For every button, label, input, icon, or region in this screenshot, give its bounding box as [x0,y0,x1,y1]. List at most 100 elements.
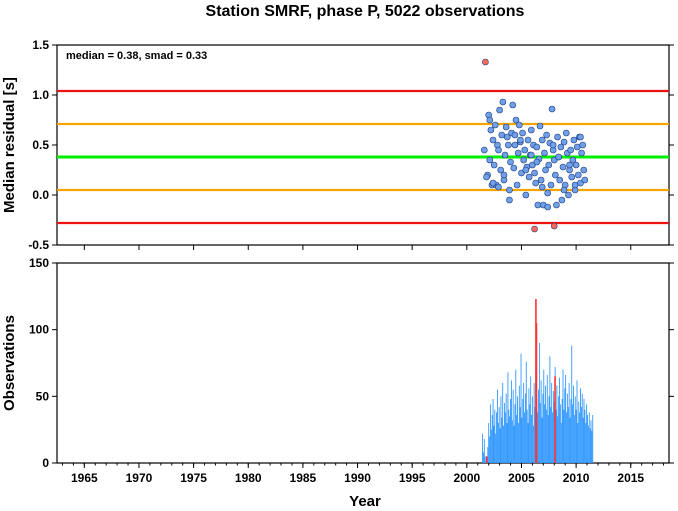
observation-bar [532,425,534,463]
residual-point [544,189,551,197]
observation-bar [580,388,581,463]
observation-bar [572,404,574,463]
x-tick-label: 1970 [126,471,153,485]
observation-bar [494,409,496,463]
residual-point [560,138,568,146]
highlight-bar [535,323,538,463]
residual-point [533,143,541,151]
residual-point [579,141,586,149]
observation-bar [482,452,484,463]
observation-bar [504,412,506,463]
observation-bar [549,356,551,463]
residual-point [486,116,494,124]
observation-bar [533,383,535,463]
residual-point [521,146,529,154]
residual-point [570,136,578,144]
residual-point [495,183,502,191]
residual-point [499,98,507,106]
observation-bar [534,407,536,463]
residual-point [537,176,545,184]
observation-bar [582,417,584,463]
observations-panel: 0 50 100 150 1965 1970 1975 1980 1985 1990 1995 20… [1,256,674,510]
residual-point [511,141,519,149]
y-tick-label: 0.5 [32,138,49,152]
observation-bar [487,447,489,463]
observation-bar [499,428,501,463]
x-tick-label: 2005 [508,471,535,485]
observation-bar [573,415,575,463]
observation-bar [482,433,484,463]
residual-point [544,203,551,211]
observation-bar [579,412,581,463]
residual-point [547,181,555,189]
residual-point [538,136,546,144]
observation-bar [495,433,497,463]
observation-bar [524,393,526,463]
residual-point [489,179,497,187]
observation-bar [518,385,520,463]
highlight-bar [554,376,556,463]
residual-point [506,186,513,194]
residual-point [573,143,581,151]
observation-bar [586,404,588,463]
observation-bar [521,417,523,463]
observations-plot-frame [56,262,670,464]
residual-point [569,156,577,164]
observation-bar [513,425,515,463]
residual-point [491,121,499,129]
observation-bar [574,396,576,463]
residual-point [578,149,585,157]
residual-point [511,131,519,139]
residual-point [538,183,546,191]
observation-bar [527,423,529,463]
residual-point [513,181,521,189]
observation-bar [548,396,550,463]
observation-bar [506,423,508,463]
observation-bar [590,420,592,463]
observation-bar [517,423,519,463]
residual-point [502,123,510,131]
observation-bar [512,389,514,463]
observation-bar [569,417,571,463]
y-tick-label: 100 [29,323,49,337]
residual-point [567,146,574,154]
observation-bar [565,375,567,463]
observation-bar [528,388,530,463]
observation-bar [501,417,503,463]
observation-bar [531,415,532,463]
residual-point [490,161,498,169]
residual-point [486,156,494,164]
residual-point [566,161,573,169]
observation-bar [592,415,594,463]
observation-bar [489,436,491,463]
residual-point [514,149,522,157]
observation-bar [529,404,531,463]
observation-bar [511,420,513,463]
residual-point [522,166,530,174]
residual-point [553,201,560,209]
observation-bar [547,415,549,463]
residual-point [574,171,582,179]
residual-point [489,136,497,144]
observation-bar [510,380,512,463]
observation-bar [484,456,486,463]
observation-bar [557,416,559,463]
observation-bar [496,412,498,463]
observation-bar [496,389,498,463]
residual-point [548,105,556,113]
residual-point [497,166,505,174]
observation-bar [577,423,579,463]
residual-panel: -0.5 0.0 0.5 1.0 1.5 median = 0.38, smad = 0… [1,38,674,252]
highlight-bar [485,456,488,463]
residual-point [560,186,568,194]
outlier-point [482,58,489,66]
residual-point [506,196,513,204]
observation-bar [510,399,511,463]
observation-bar [507,372,509,463]
x-tick-label: 2015 [617,471,644,485]
y-axis-label-observations: Observations [1,315,18,411]
observation-bar [585,423,587,463]
y-tick-label: 1.0 [32,88,49,102]
residual-point [509,101,517,109]
residual-point [481,146,488,154]
